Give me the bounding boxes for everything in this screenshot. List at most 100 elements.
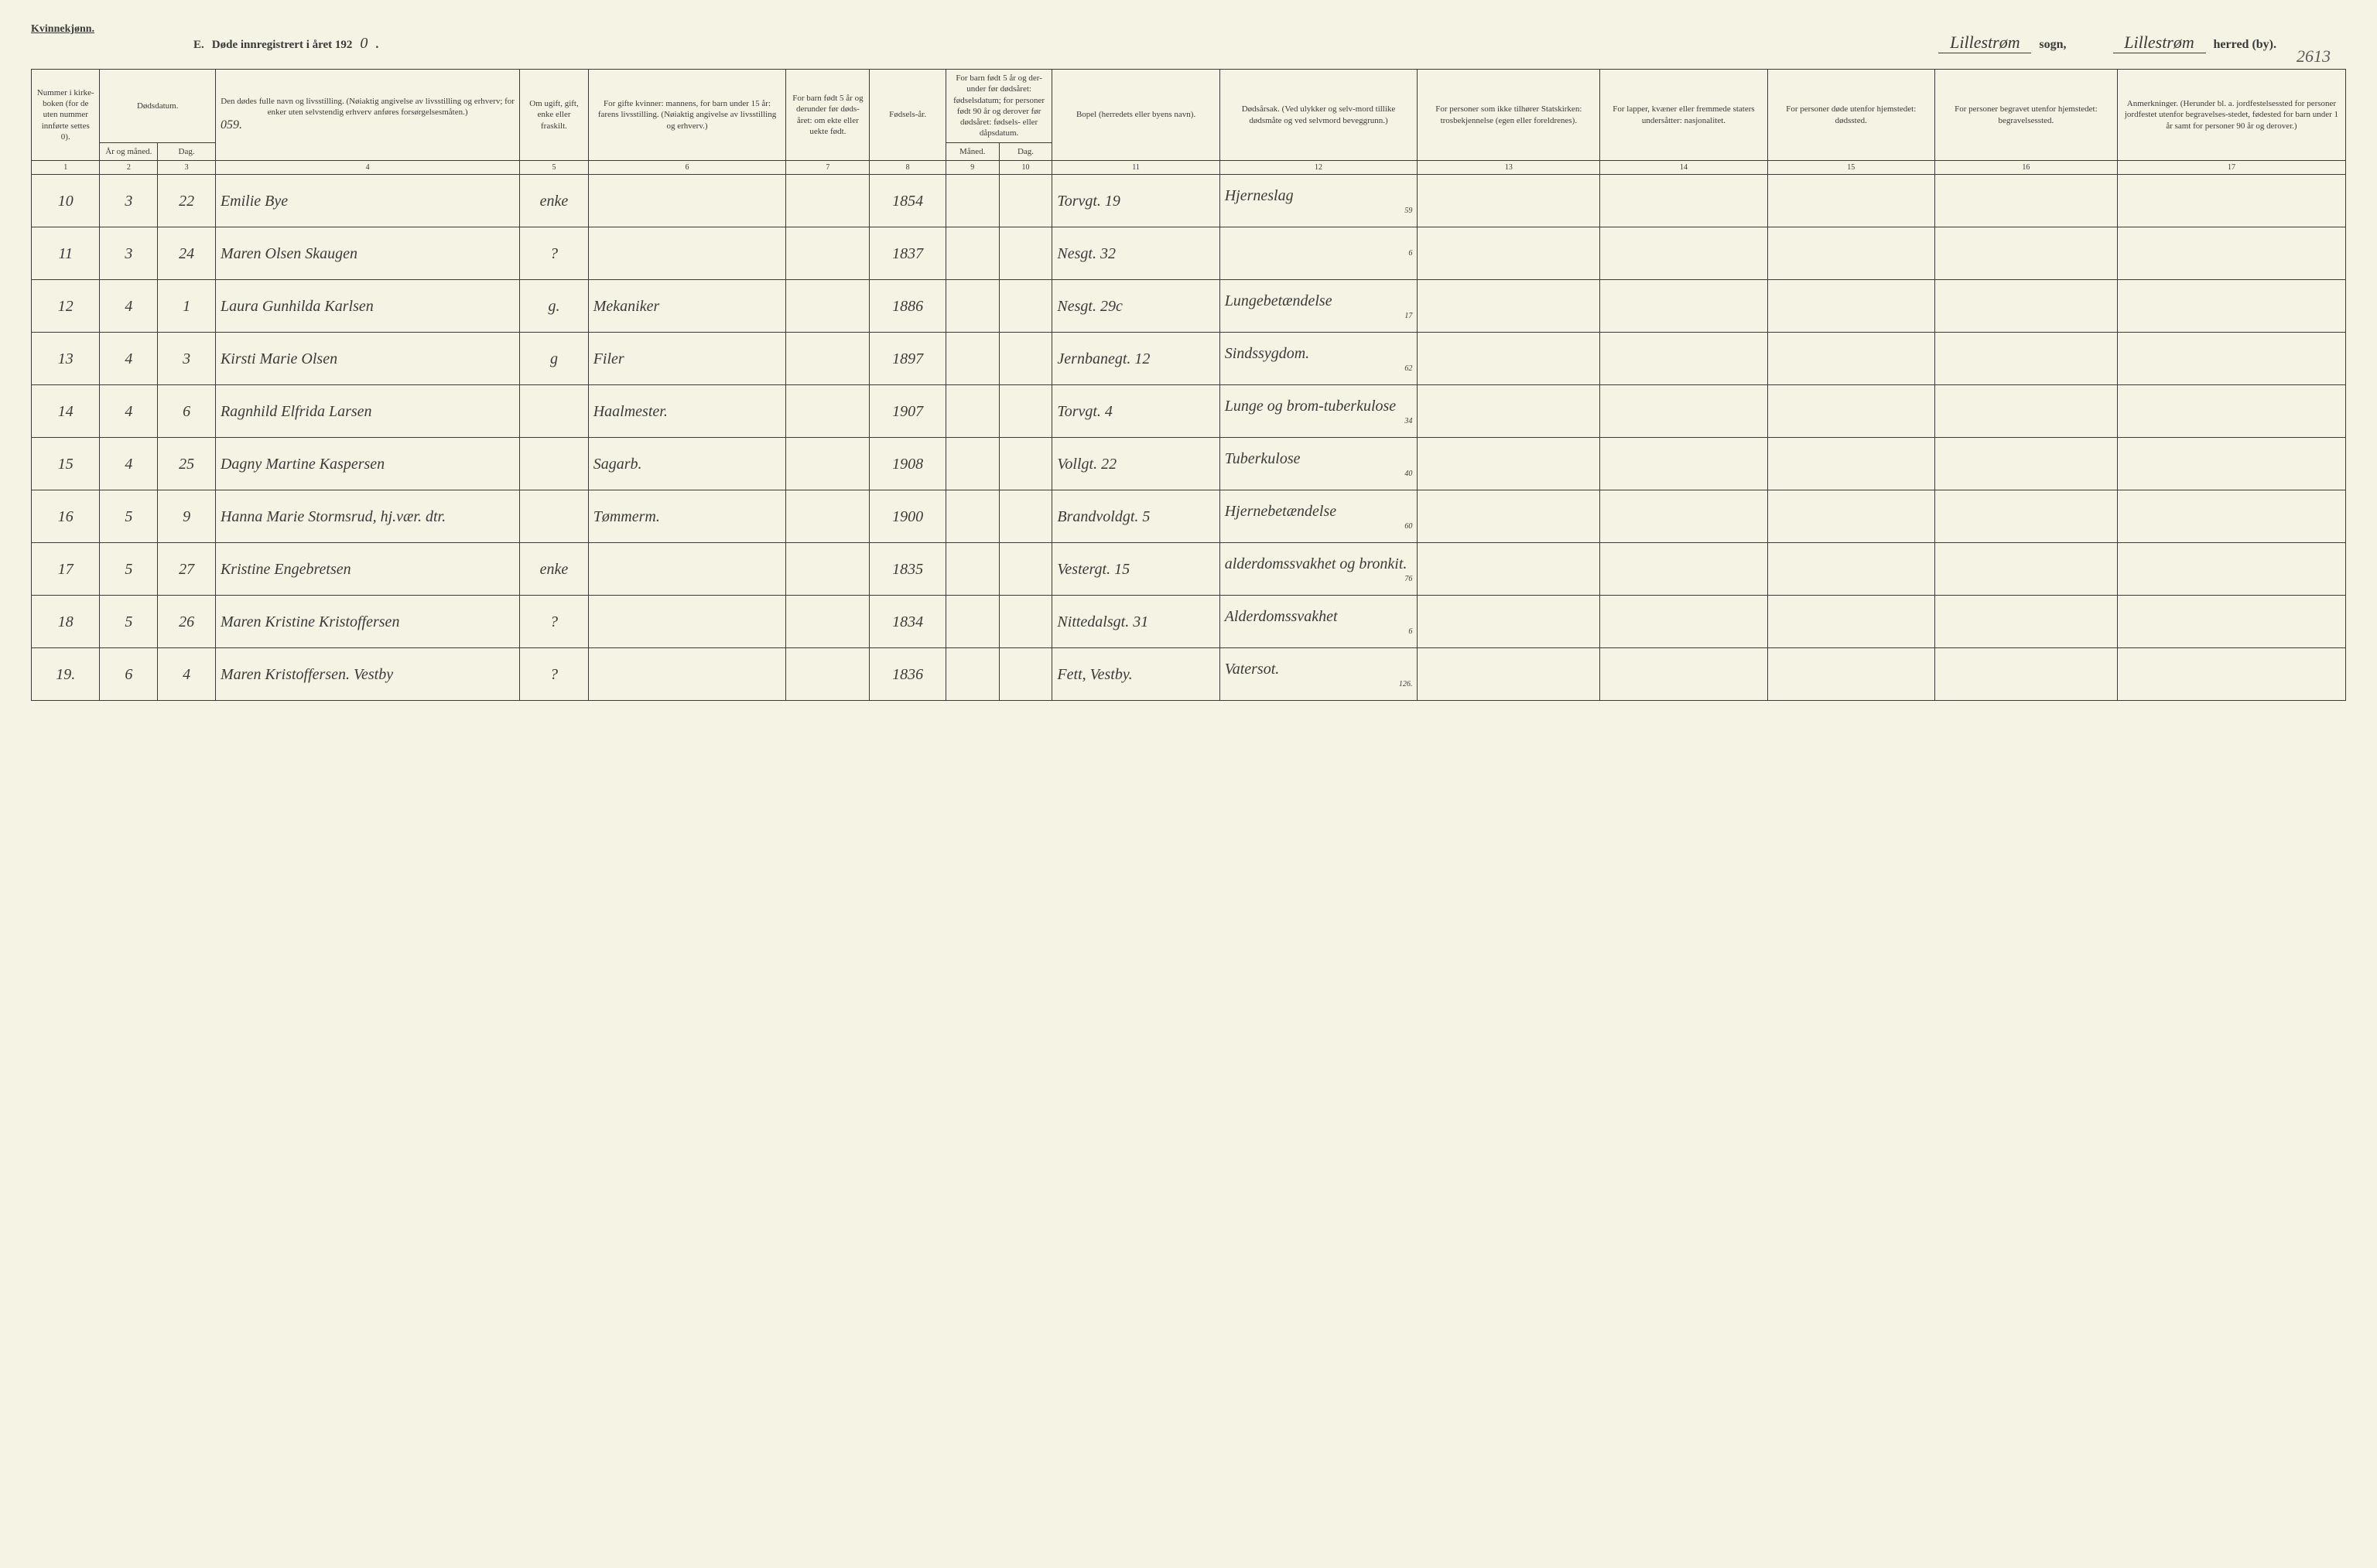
- cell: g.: [520, 280, 588, 333]
- cell: 6: [158, 385, 216, 438]
- cell: [2117, 648, 2345, 701]
- cell: [946, 280, 999, 333]
- cell: Haalmester.: [588, 385, 786, 438]
- cell: Nesgt. 32: [1052, 227, 1219, 280]
- section-letter: E.: [193, 39, 204, 52]
- column-number: 5: [520, 161, 588, 175]
- cell: [1418, 333, 1600, 385]
- cell: 22: [158, 175, 216, 227]
- cell: 13: [32, 333, 100, 385]
- cell: Hjernebetændelse60: [1219, 490, 1418, 543]
- cell: Ragnhild Elfrida Larsen: [215, 385, 519, 438]
- cell: 6: [100, 648, 158, 701]
- cell: Tømmerm.: [588, 490, 786, 543]
- cause-number: 62: [1225, 364, 1413, 374]
- page-number: 2613: [2297, 46, 2331, 67]
- cell: 5: [100, 543, 158, 596]
- cell: [2117, 385, 2345, 438]
- cell: 1908: [870, 438, 946, 490]
- year-digit: 0: [360, 35, 368, 53]
- column-number: 14: [1600, 161, 1767, 175]
- cell: [2117, 438, 2345, 490]
- ledger-page: 2613 Kvinnekjønn. E. Døde innregistrert …: [31, 23, 2346, 701]
- cell: 14: [32, 385, 100, 438]
- cell: [1600, 596, 1767, 648]
- cell: [786, 438, 870, 490]
- cell: 1: [158, 280, 216, 333]
- cell: 18: [32, 596, 100, 648]
- table-row: 1241Laura Gunhilda Karlseng.Mekaniker188…: [32, 280, 2346, 333]
- cell: Maren Kristine Kristoffersen: [215, 596, 519, 648]
- cell: [520, 490, 588, 543]
- cell: [1418, 543, 1600, 596]
- table-row: 1343Kirsti Marie OlsengFiler1897Jernbane…: [32, 333, 2346, 385]
- cell: 16: [32, 490, 100, 543]
- cell: 15: [32, 438, 100, 490]
- table-row: 1659Hanna Marie Stormsrud, hj.vær. dtr.T…: [32, 490, 2346, 543]
- cell: [1767, 648, 1934, 701]
- cell: Vestergt. 15: [1052, 543, 1219, 596]
- cell: [588, 175, 786, 227]
- cell: Maren Kristoffersen. Vestby: [215, 648, 519, 701]
- col-4-header: Den dødes fulle navn og livsstilling. (N…: [215, 70, 519, 161]
- col-14-header: For lapper, kvæner eller fremmede stater…: [1600, 70, 1767, 161]
- cell: Torvgt. 19: [1052, 175, 1219, 227]
- cause-text: Vatersot.: [1225, 661, 1280, 678]
- cell: 25: [158, 438, 216, 490]
- cause-text: Sindssygdom.: [1225, 345, 1309, 362]
- cell: [1934, 333, 2117, 385]
- table-row: 11324Maren Olsen Skaugen?1837Nesgt. 326: [32, 227, 2346, 280]
- cell: Mekaniker: [588, 280, 786, 333]
- cell: Vatersot.126.: [1219, 648, 1418, 701]
- sogn-value: Lillestrøm: [1938, 32, 2031, 53]
- cell: [1418, 648, 1600, 701]
- col-6-header: For gifte kvinner: mannens, for barn und…: [588, 70, 786, 161]
- cell: Alderdomssvakhet6: [1219, 596, 1418, 648]
- cause-number: 6: [1225, 627, 1413, 637]
- cell: [1418, 385, 1600, 438]
- cell: [1767, 280, 1934, 333]
- cell: [999, 385, 1052, 438]
- col-13-header: For personer som ikke tilhører Statskirk…: [1418, 70, 1600, 161]
- cell: [999, 438, 1052, 490]
- cell: 1897: [870, 333, 946, 385]
- cell: 3: [158, 333, 216, 385]
- col-7-header: For barn født 5 år og derunder før døds-…: [786, 70, 870, 161]
- cell: [786, 385, 870, 438]
- cell: [1934, 543, 2117, 596]
- col-9-header: Måned.: [946, 142, 999, 160]
- cell: [2117, 596, 2345, 648]
- col-15-header: For personer døde utenfor hjemstedet: dø…: [1767, 70, 1934, 161]
- cause-number: 40: [1225, 469, 1413, 479]
- cell: 3: [100, 175, 158, 227]
- column-number: 16: [1934, 161, 2117, 175]
- cell: [999, 596, 1052, 648]
- cell: [999, 648, 1052, 701]
- cell: [999, 280, 1052, 333]
- cell: Brandvoldgt. 5: [1052, 490, 1219, 543]
- cell: [786, 280, 870, 333]
- cell: [786, 543, 870, 596]
- column-number-row: 1234567891011121314151617: [32, 161, 2346, 175]
- cell: [946, 333, 999, 385]
- cell: [1934, 438, 2117, 490]
- cell: [1767, 438, 1934, 490]
- cause-number: 60: [1225, 521, 1413, 531]
- cell: [588, 596, 786, 648]
- col-9-10-header: For barn født 5 år og der-under før døds…: [946, 70, 1052, 143]
- column-number: 13: [1418, 161, 1600, 175]
- cause-text: Hjernebetændelse: [1225, 503, 1336, 520]
- cell: [1600, 227, 1767, 280]
- cause-text: Lungebetændelse: [1225, 292, 1332, 309]
- column-number: 8: [870, 161, 946, 175]
- col-5-header: Om ugift, gift, enke eller fraskilt.: [520, 70, 588, 161]
- cell: [786, 227, 870, 280]
- cause-text: Lunge og brom-tuberkulose: [1225, 398, 1396, 415]
- column-number: 15: [1767, 161, 1934, 175]
- cause-number: 59: [1225, 206, 1413, 216]
- cell: 4: [100, 385, 158, 438]
- column-number: 12: [1219, 161, 1418, 175]
- cell: Dagny Martine Kaspersen: [215, 438, 519, 490]
- column-number: 7: [786, 161, 870, 175]
- cell: Vollgt. 22: [1052, 438, 1219, 490]
